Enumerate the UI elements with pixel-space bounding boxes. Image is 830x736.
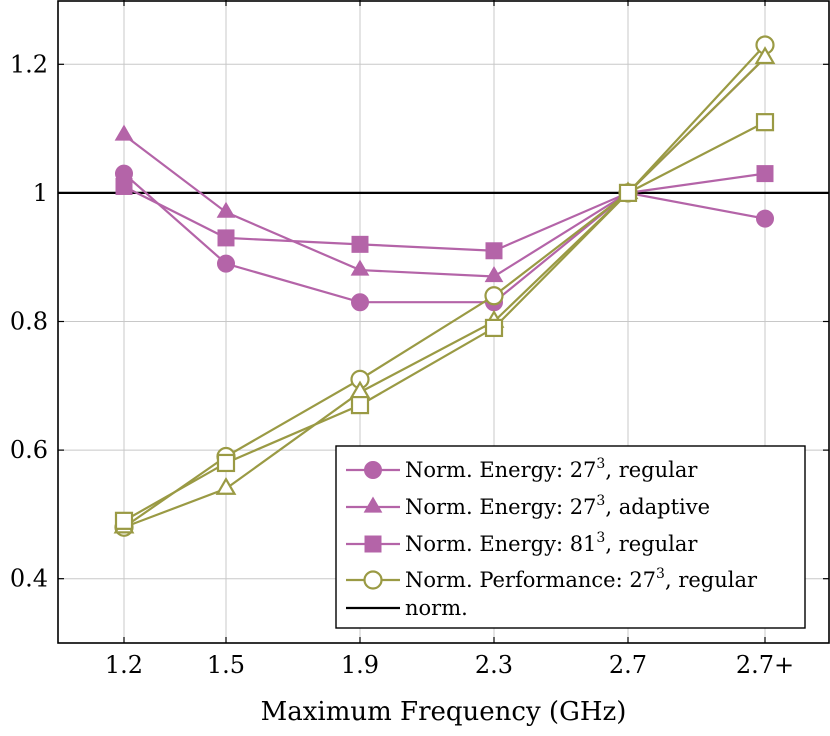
data-point xyxy=(215,476,237,495)
series-line xyxy=(123,172,766,304)
data-point xyxy=(350,259,370,276)
y-tick-label: 1.2 xyxy=(10,50,48,78)
data-point xyxy=(351,235,369,253)
legend-label: Norm. Energy: 273, adaptive xyxy=(405,493,710,519)
series-line xyxy=(123,121,766,522)
legend-marker xyxy=(364,535,382,553)
series-6 xyxy=(114,113,775,530)
x-axis-label: Maximum Frequency (GHz) xyxy=(261,697,627,727)
data-point xyxy=(350,395,370,415)
series-line xyxy=(123,57,766,529)
x-axis: 1.2 1.5 1.9 2.3 2.7 2.7+ xyxy=(105,0,794,679)
legend: Norm. Energy: 273, regular Norm. Energy: … xyxy=(335,445,806,629)
series-group xyxy=(113,35,776,537)
series-line xyxy=(123,44,766,529)
legend-marker xyxy=(363,496,383,513)
data-point xyxy=(756,209,774,228)
x-tick-label: 2.7 xyxy=(609,651,647,679)
y-tick-label: 0.6 xyxy=(10,436,48,464)
data-point xyxy=(115,177,133,195)
legend-label: Norm. Energy: 813, regular xyxy=(405,530,698,556)
legend-label: Norm. Performance: 273, regular xyxy=(405,566,758,592)
legend-marker xyxy=(364,461,382,479)
x-tick-label: 1.2 xyxy=(105,651,143,679)
y-tick-label: 0.8 xyxy=(10,308,48,336)
x-tick-label: 2.3 xyxy=(475,651,513,679)
legend-label: norm. xyxy=(405,596,468,620)
data-point xyxy=(484,265,504,283)
data-point xyxy=(618,183,638,202)
legend-label: Norm. Energy: 273, regular xyxy=(405,456,698,482)
series-3 xyxy=(115,165,774,260)
legend-marker xyxy=(363,570,383,590)
data-point xyxy=(114,511,134,530)
data-point xyxy=(351,293,369,312)
series-line xyxy=(123,172,766,252)
data-point xyxy=(756,165,774,183)
y-tick-label: 1 xyxy=(33,179,48,207)
data-point xyxy=(217,254,235,273)
data-point xyxy=(216,201,236,218)
data-point xyxy=(217,229,235,247)
y-tick-label: 0.4 xyxy=(10,565,48,593)
data-point xyxy=(216,453,236,473)
data-point xyxy=(755,113,775,132)
x-tick-label: 1.5 xyxy=(207,651,245,679)
series-2 xyxy=(114,47,775,283)
x-tick-label: 1.9 xyxy=(341,651,379,679)
data-point xyxy=(484,318,504,338)
y-axis: 0.4 0.6 0.8 1 1.2 xyxy=(10,50,829,593)
data-point xyxy=(484,286,504,306)
x-tick-label: 2.7+ xyxy=(736,651,794,679)
legend-box xyxy=(335,445,806,629)
data-point xyxy=(485,242,503,260)
data-point xyxy=(754,46,776,65)
data-point xyxy=(114,124,134,141)
